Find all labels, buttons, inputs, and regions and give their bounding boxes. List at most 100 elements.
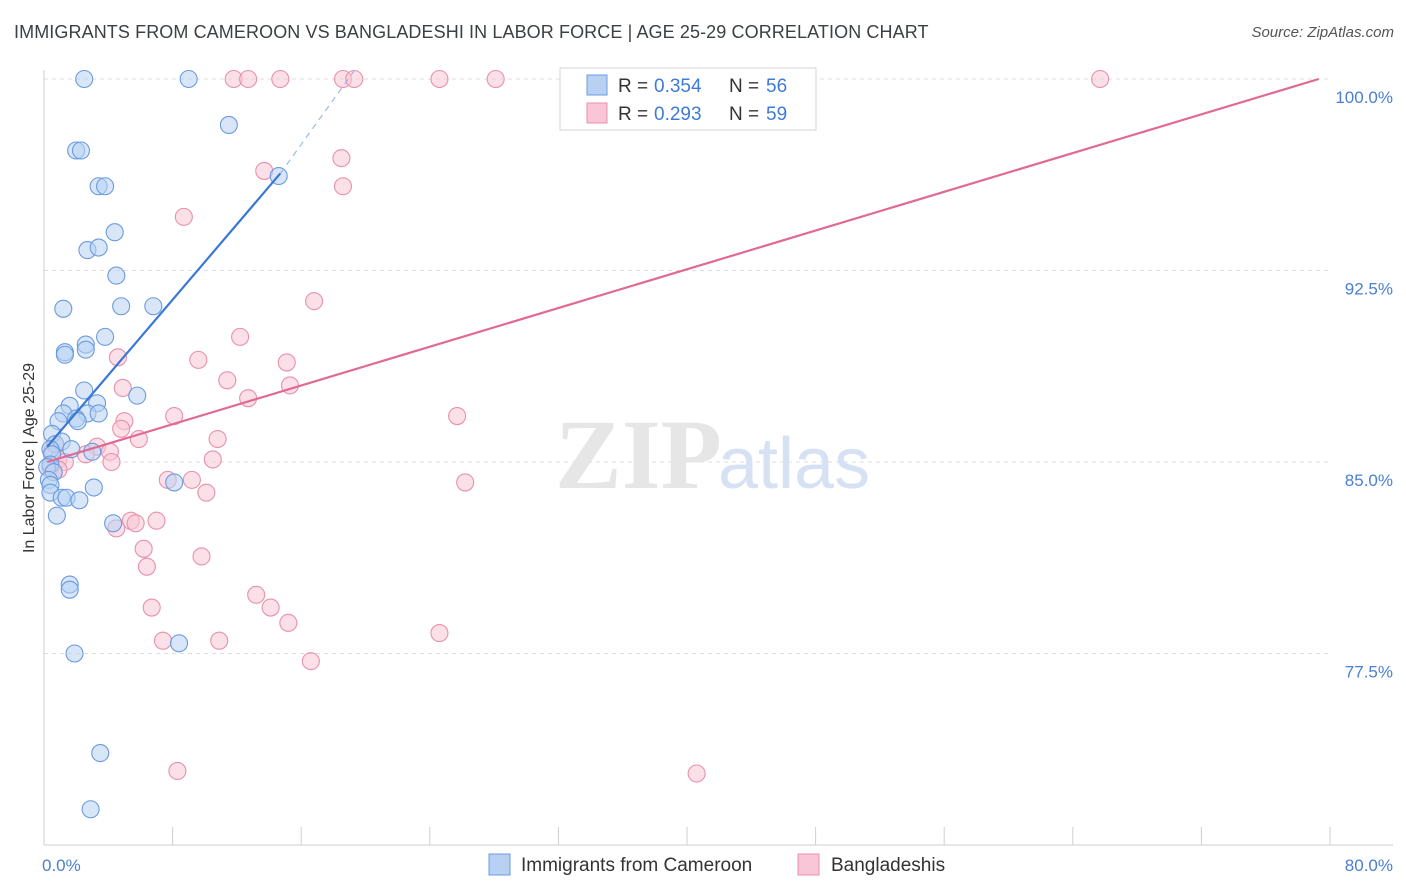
cameroon-point (71, 141, 91, 160)
bangladeshi-point (301, 652, 320, 671)
bangladeshi-point (456, 473, 475, 492)
y-tick-label: 100.0% (1335, 88, 1393, 107)
cameroon-point (75, 69, 94, 89)
bangladeshi-point (271, 69, 290, 89)
bangladeshi-point (210, 631, 229, 650)
cameroon-point (47, 506, 66, 525)
cameroon-point (105, 223, 124, 242)
legend-swatch-pink (586, 102, 608, 124)
ticks-layer: 100.0% 92.5% 85.0% 77.5% 0.0% 80.0% (42, 88, 1393, 875)
bangladeshi-point (430, 69, 449, 89)
cameroon-point (60, 580, 79, 599)
bangladeshi-point (126, 514, 145, 533)
bangladeshi-point (142, 598, 161, 617)
y-tick-label: 77.5% (1345, 663, 1393, 682)
bangladeshi-point (153, 631, 173, 650)
cameroon-point (68, 412, 87, 431)
bangladeshi-point (137, 557, 156, 576)
legend-r-label-2: R = (618, 104, 648, 125)
bangladeshi-point (182, 470, 201, 489)
cameroon-point (89, 238, 108, 257)
bangladeshi-point (168, 761, 187, 781)
bangladeshi-point (687, 764, 706, 783)
y-tick-label: 85.0% (1345, 471, 1393, 490)
bangladeshi-point (113, 378, 132, 398)
bangladeshi-point (486, 69, 505, 89)
cameroon-point (107, 266, 126, 285)
legend-n-label-1: N = (729, 76, 759, 97)
cameroon-point (128, 386, 147, 405)
bangladeshi-point (279, 613, 298, 632)
bottom-legend: Immigrants from Cameroon Bangladeshis (488, 853, 945, 876)
bangladeshi-point (203, 450, 222, 469)
legend-swatch-blue (586, 74, 608, 96)
y-tick-label: 92.5% (1345, 280, 1393, 299)
legend-n-label-2: N = (729, 104, 759, 125)
chart-source: Source: ZipAtlas.com (1251, 24, 1394, 41)
bangladeshi-point (102, 452, 121, 472)
bangladeshi-point (208, 429, 227, 449)
cameroon-point (70, 491, 89, 510)
legend-r-value-2: 0.293 (654, 104, 702, 125)
cameroon-points (38, 69, 288, 819)
x-tick-label: 0.0% (42, 856, 81, 875)
legend-n-value-2: 59 (766, 104, 787, 125)
watermark: ZIP atlas (555, 399, 870, 510)
bangladeshi-point (197, 483, 216, 502)
bangladeshi-point (134, 539, 153, 558)
bangladeshi-point (239, 69, 258, 89)
bangladeshi-point (333, 177, 353, 196)
cameroon-point (75, 381, 94, 400)
bottom-legend-swatch-pink (797, 853, 820, 876)
bangladeshi-point (108, 348, 127, 367)
chart-title: IMMIGRANTS FROM CAMEROON VS BANGLADESHI … (14, 22, 929, 42)
watermark-zip: ZIP (555, 399, 722, 510)
bangladeshi-point (430, 624, 449, 643)
grid-layer (44, 78, 1330, 654)
top-legend: R = 0.354 N = 56 R = 0.293 N = 59 (559, 67, 817, 131)
cameroon-point (179, 69, 198, 89)
bangladeshi-point (112, 419, 131, 438)
bangladeshi-point (305, 292, 324, 311)
bangladeshi-point (231, 327, 250, 346)
bottom-legend-swatch-blue (488, 853, 511, 876)
cameroon-point (76, 340, 95, 359)
cameroon-point (81, 800, 100, 819)
bangladeshi-point (218, 371, 237, 390)
cameroon-point (169, 634, 189, 653)
cameroon-point (112, 297, 131, 316)
bottom-legend-label-cameroon: Immigrants from Cameroon (521, 855, 752, 876)
bangladeshi-point (261, 598, 280, 617)
cameroon-point (54, 299, 73, 318)
cameroon-point (165, 473, 184, 492)
cameroon-trend-extension (279, 65, 358, 174)
legend-n-value-1: 56 (766, 76, 787, 97)
bangladeshi-point (345, 69, 364, 89)
bottom-legend-label-bangladeshis: Bangladeshis (831, 855, 945, 876)
cameroon-point (89, 404, 108, 423)
bangladeshi-trend-line (46, 77, 1320, 464)
bangladeshi-point (192, 547, 211, 566)
bangladeshi-point (174, 207, 193, 226)
legend-r-label-1: R = (618, 76, 648, 97)
cameroon-point (84, 478, 103, 497)
bangladeshi-point (277, 353, 296, 372)
bangladeshi-point (448, 406, 467, 426)
bangladeshi-point (1091, 69, 1110, 89)
cameroon-point (96, 327, 115, 346)
cameroon-point (91, 744, 110, 763)
bangladeshi-point (189, 350, 208, 369)
bangladeshi-point (147, 511, 166, 530)
cameroon-point (144, 297, 163, 316)
cameroon-point (55, 345, 74, 364)
watermark-atlas: atlas (718, 424, 870, 504)
x-tick-label: 80.0% (1345, 856, 1393, 875)
cameroon-point (219, 115, 238, 135)
legend-r-value-1: 0.354 (654, 76, 702, 97)
trend-layer (46, 65, 1320, 464)
y-axis-label: In Labor Force | Age 25-29 (21, 363, 38, 553)
cameroon-point (65, 644, 84, 663)
bangladeshi-point (332, 149, 351, 168)
cameroon-point (96, 177, 115, 196)
